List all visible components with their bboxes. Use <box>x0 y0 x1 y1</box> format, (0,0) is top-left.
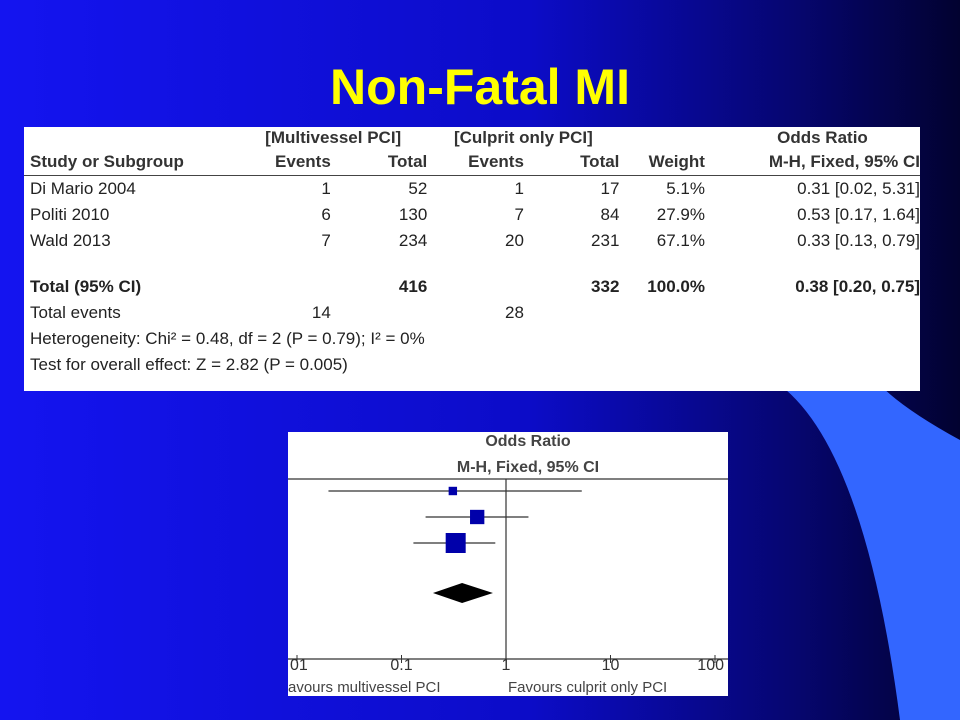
table-row: Di Mario 2004 1 52 1 17 5.1% 0.31 [0.02,… <box>24 176 920 203</box>
experimental-group-header: [Multivessel PCI] <box>265 128 402 147</box>
total-label: Total (95% CI) <box>30 277 142 296</box>
forest-plot: Odds Ratio M-H, Fixed, 95% CI avours mul… <box>288 432 728 696</box>
control-group-header: [Culprit only PCI] <box>453 128 593 147</box>
total2-cell: 84 <box>600 205 620 224</box>
study-name: Politi 2010 <box>30 205 110 224</box>
events1-cell: 7 <box>321 231 331 250</box>
column-header-row: Study or Subgroup Events Total Events To… <box>24 149 920 176</box>
study-name: Wald 2013 <box>30 231 111 250</box>
weight-cell: 67.1% <box>656 231 705 250</box>
events2-column-header: Events <box>427 149 524 176</box>
total-events-label: Total events <box>30 303 121 322</box>
heterogeneity-row: Heterogeneity: Chi² = 0.48, df = 2 (P = … <box>24 326 920 352</box>
study-marker <box>470 509 485 525</box>
x-tick-label: 1 <box>502 657 511 674</box>
x-tick-label: 10 <box>602 657 620 674</box>
study-column-header: Study or Subgroup <box>24 149 240 176</box>
total-events-row: Total events 14 28 <box>24 300 920 326</box>
forest-plot-svg: Odds Ratio M-H, Fixed, 95% CI avours mul… <box>288 433 728 696</box>
group-header-row: [Multivessel PCI] [Culprit only PCI] Odd… <box>24 127 920 149</box>
pooled-diamond <box>432 583 493 603</box>
odds-ratio-cell: 0.31 [0.02, 5.31] <box>797 179 920 198</box>
study-marker <box>448 486 458 496</box>
total2-cell: 231 <box>591 231 620 250</box>
total-events2: 28 <box>505 303 524 322</box>
heterogeneity-text: Heterogeneity: Chi² = 0.48, df = 2 (P = … <box>30 329 425 348</box>
meta-analysis-table: [Multivessel PCI] [Culprit only PCI] Odd… <box>24 127 920 391</box>
events1-cell: 6 <box>321 205 331 224</box>
total1-sum: 416 <box>398 277 428 296</box>
x-tick-label: 01 <box>290 657 308 674</box>
total2-sum: 332 <box>591 277 620 296</box>
x-tick-label: 100 <box>697 657 724 674</box>
favours-right-label: Favours culprit only PCI <box>508 679 667 696</box>
overall-effect-row: Test for overall effect: Z = 2.82 (P = 0… <box>24 352 920 378</box>
total1-cell: 234 <box>398 231 428 250</box>
table-row: Wald 2013 7 234 20 231 67.1% 0.33 [0.13,… <box>24 228 920 254</box>
total1-cell: 52 <box>408 179 428 198</box>
table-row: Politi 2010 6 130 7 84 27.9% 0.53 [0.17,… <box>24 202 920 228</box>
forest-subtitle: M-H, Fixed, 95% CI <box>457 459 599 476</box>
spacer-row <box>24 254 920 274</box>
total-row: Total (95% CI) 416 332 100.0% 0.38 [0.20… <box>24 274 920 300</box>
effect-group-header: Odds Ratio <box>777 128 868 147</box>
events2-cell: 1 <box>514 179 524 198</box>
weight-column-header: Weight <box>619 149 705 176</box>
study-name: Di Mario 2004 <box>30 179 136 198</box>
events2-cell: 20 <box>505 231 524 250</box>
total1-cell: 130 <box>398 205 428 224</box>
events2-cell: 7 <box>514 205 524 224</box>
total2-cell: 17 <box>600 179 620 198</box>
total2-column-header: Total <box>523 149 620 176</box>
events1-cell: 1 <box>321 179 331 198</box>
x-tick-label: 0.1 <box>390 657 412 674</box>
odds-ratio-cell: 0.53 [0.17, 1.64] <box>797 205 920 224</box>
favours-left-label: avours multivessel PCI <box>288 679 441 696</box>
total-events1: 14 <box>311 303 331 322</box>
odds-ratio-cell: 0.33 [0.13, 0.79] <box>797 231 920 250</box>
forest-title: Odds Ratio <box>485 433 571 450</box>
total-weight: 100.0% <box>647 277 705 296</box>
pooled-odds-ratio: 0.38 [0.20, 0.75] <box>795 277 920 296</box>
effect-column-header: M-H, Fixed, 95% CI <box>704 149 920 176</box>
total1-column-header: Total <box>330 149 428 176</box>
slide-title: Non-Fatal MI <box>330 59 630 115</box>
weight-cell: 5.1% <box>666 179 705 198</box>
study-marker <box>445 533 466 553</box>
weight-cell: 27.9% <box>656 205 705 224</box>
overall-effect-text: Test for overall effect: Z = 2.82 (P = 0… <box>30 355 348 374</box>
events1-column-header: Events <box>239 149 331 176</box>
